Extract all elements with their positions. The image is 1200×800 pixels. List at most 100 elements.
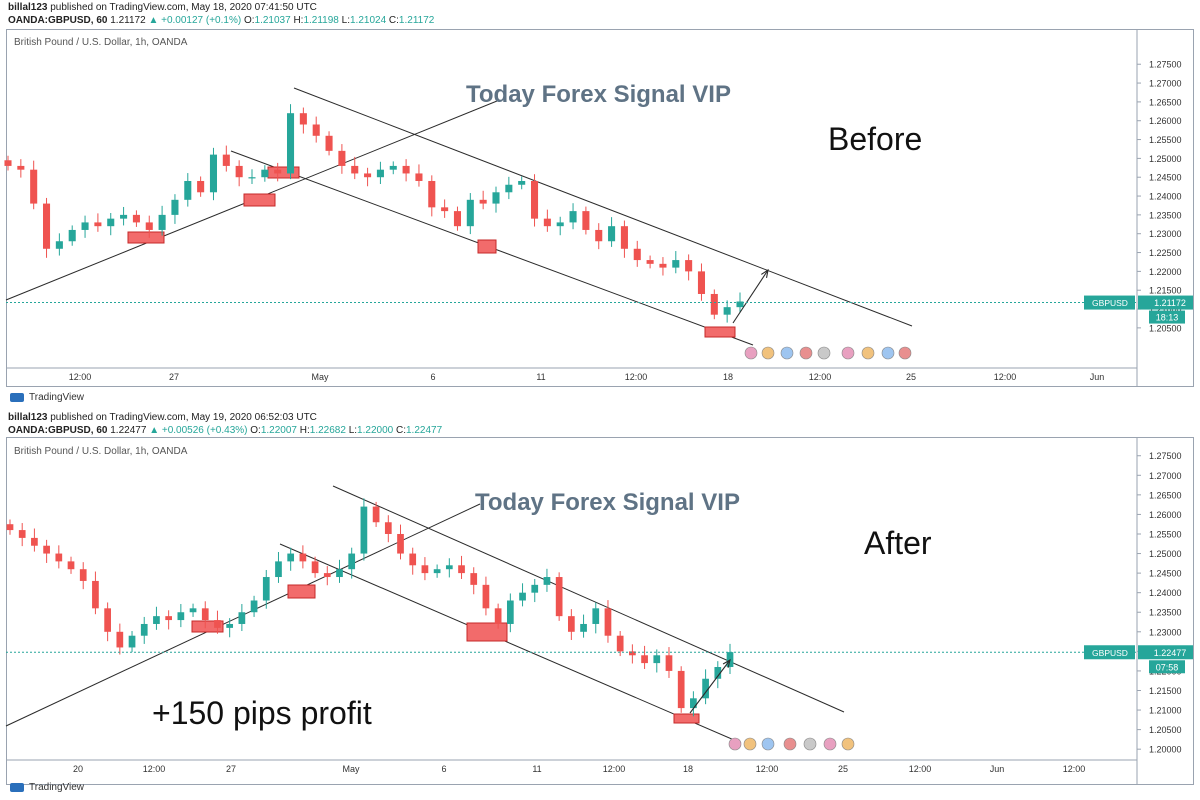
candle-body	[466, 199, 474, 227]
candle-body	[710, 293, 718, 315]
candle-body	[325, 135, 333, 151]
candle-body	[153, 616, 160, 624]
y-tick-label: 1.21500	[1149, 286, 1182, 296]
candle-body	[629, 651, 636, 656]
x-tick-label: 12:00	[994, 372, 1017, 382]
candle-body	[360, 506, 368, 554]
chart-panel-after: billal123 published on TradingView.com, …	[0, 410, 1200, 800]
price-tag	[1138, 645, 1193, 660]
candle-body	[274, 169, 282, 174]
y-tick-label: 1.20500	[1149, 323, 1182, 333]
trend-line[interactable]	[279, 543, 742, 744]
event-flag-icon[interactable]	[823, 737, 837, 751]
event-flag-icon[interactable]	[761, 737, 775, 751]
candle-body	[397, 533, 404, 554]
event-flag-icon[interactable]	[743, 737, 757, 751]
candle-body	[453, 211, 462, 227]
watermark-text: Today Forex Signal VIP	[475, 489, 740, 516]
candle-body	[140, 623, 148, 636]
candle-body	[714, 667, 722, 679]
y-tick-label: 1.20000	[1149, 745, 1182, 755]
price-chart-before[interactable]: 1.27500 1.27000 1.26500 1.26000 1.25500 1.250…	[0, 0, 1200, 400]
candle-body	[30, 169, 38, 204]
x-tick-label: 12:00	[909, 764, 932, 774]
event-flag-icon[interactable]	[728, 737, 742, 751]
author-name[interactable]: billal123	[8, 412, 48, 423]
candle-body	[665, 655, 673, 671]
signal-zone[interactable]	[243, 193, 276, 207]
event-flag-icon[interactable]	[861, 346, 875, 360]
close-value: 1.21172	[398, 15, 435, 26]
close-value: 1.22477	[405, 425, 443, 436]
pane-title: British Pound / U.S. Dollar, 1h, OANDA	[14, 446, 188, 457]
candle-body	[506, 600, 514, 624]
x-tick-label: 27	[169, 372, 179, 382]
candle-body	[659, 263, 667, 268]
price-chart-after[interactable]: 1.27500 1.27000 1.26500 1.26000 1.25500 1.250…	[0, 410, 1200, 800]
high-value: 1.21198	[303, 15, 339, 26]
projection-arrow	[732, 269, 769, 324]
candle-body	[338, 150, 346, 166]
author-name[interactable]: billal123	[8, 2, 48, 13]
candle-body	[492, 192, 500, 204]
candle-body	[402, 165, 410, 174]
candle-body	[68, 229, 76, 242]
event-flag-icon[interactable]	[744, 346, 758, 360]
candle-body	[364, 173, 372, 178]
signal-zone[interactable]	[287, 584, 316, 599]
candle-body	[275, 561, 282, 578]
candle-body	[184, 180, 192, 200]
candle-body	[479, 199, 487, 204]
candle-body	[421, 565, 429, 574]
candle-body	[505, 184, 513, 193]
signal-zone[interactable]	[704, 326, 736, 338]
event-flag-icon[interactable]	[761, 346, 775, 360]
x-tick-label: 12:00	[809, 372, 832, 382]
y-tick-label: 1.24500	[1149, 173, 1182, 183]
signal-zone[interactable]	[477, 239, 497, 254]
candle-body	[633, 248, 641, 261]
event-flag-icon[interactable]	[898, 346, 912, 360]
publish-info: published on TradingView.com, May 19, 20…	[50, 412, 317, 423]
event-flag-icon[interactable]	[780, 346, 794, 360]
candle-body	[433, 569, 441, 574]
candle-body	[42, 203, 51, 249]
candle-body	[543, 218, 551, 227]
candle-body	[482, 584, 490, 609]
candle-body	[92, 580, 99, 609]
x-tick-label: 12:00	[143, 764, 166, 774]
low-value: 1.21024	[349, 15, 387, 26]
event-flag-icon[interactable]	[817, 346, 831, 360]
price-tag-value: 1.21172	[1154, 298, 1186, 308]
y-tick-label: 1.23500	[1149, 608, 1182, 618]
signal-zone[interactable]	[191, 620, 224, 633]
candle-body	[214, 620, 221, 628]
event-flag-icon[interactable]	[799, 346, 813, 360]
candle-body	[250, 600, 258, 613]
x-tick-label: 18	[723, 372, 733, 382]
candle-body	[428, 180, 436, 208]
symbol-line: OANDA:GBPUSD, 60 1.22477 ▲ +0.00526 (+0.…	[8, 425, 443, 436]
x-tick-label: Jun	[990, 764, 1005, 774]
x-tick-label: 12:00	[625, 372, 648, 382]
signal-zone[interactable]	[673, 713, 700, 724]
event-flag-icon[interactable]	[803, 737, 817, 751]
candle-body	[323, 573, 331, 578]
trend-line[interactable]	[293, 87, 913, 327]
candle-body	[736, 301, 744, 308]
last-price: 1.22477	[110, 425, 147, 436]
y-tick-label: 1.21500	[1149, 686, 1182, 696]
event-flag-icon[interactable]	[783, 737, 797, 751]
y-tick-label: 1.24500	[1149, 569, 1182, 579]
signal-zone[interactable]	[466, 622, 508, 642]
signal-zone[interactable]	[267, 166, 300, 179]
event-flag-icon[interactable]	[881, 346, 895, 360]
signal-zone[interactable]	[127, 231, 165, 244]
symbol-label: OANDA:GBPUSD, 60	[8, 15, 108, 26]
tradingview-icon	[10, 782, 24, 792]
trend-line[interactable]	[332, 485, 845, 713]
y-tick-label: 1.25000	[1149, 549, 1182, 559]
candle-body	[55, 241, 63, 249]
event-flag-icon[interactable]	[841, 346, 855, 360]
event-flag-icon[interactable]	[841, 737, 855, 751]
